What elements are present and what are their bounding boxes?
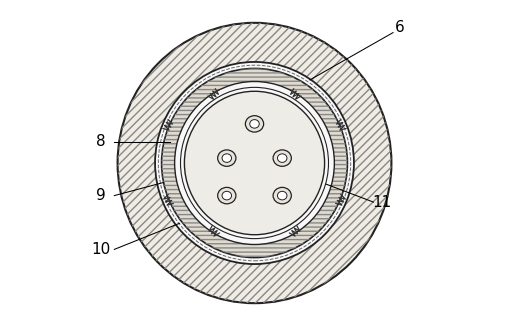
Ellipse shape bbox=[222, 191, 232, 200]
Ellipse shape bbox=[273, 150, 291, 166]
Ellipse shape bbox=[218, 150, 236, 166]
Text: 8: 8 bbox=[97, 134, 106, 149]
Ellipse shape bbox=[118, 23, 391, 303]
Ellipse shape bbox=[250, 120, 259, 128]
Ellipse shape bbox=[155, 62, 354, 264]
Ellipse shape bbox=[277, 154, 287, 162]
Ellipse shape bbox=[175, 82, 334, 244]
Ellipse shape bbox=[273, 187, 291, 204]
Text: 10: 10 bbox=[92, 242, 111, 257]
Text: 11: 11 bbox=[372, 195, 391, 210]
Ellipse shape bbox=[222, 154, 232, 162]
Ellipse shape bbox=[218, 187, 236, 204]
Ellipse shape bbox=[277, 191, 287, 200]
Ellipse shape bbox=[161, 68, 348, 258]
Text: 9: 9 bbox=[96, 188, 106, 203]
Ellipse shape bbox=[245, 116, 264, 132]
Text: 6: 6 bbox=[394, 20, 405, 35]
Ellipse shape bbox=[184, 91, 325, 235]
